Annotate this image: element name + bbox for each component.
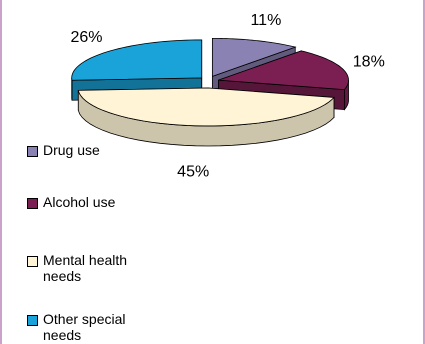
pie-slices [71, 37, 349, 147]
legend-item-drug-use: Drug use [27, 142, 173, 158]
legend-swatch-other-special-needs [27, 315, 38, 326]
pie-slice-mental-health-needs [77, 87, 335, 147]
legend-swatch-mental-health-needs [27, 256, 38, 267]
data-label-drug-use: 11% [250, 12, 281, 29]
data-label-mental-health-needs: 45% [177, 164, 209, 181]
pie-data-labels: 11% 18% 45% 26% [70, 12, 384, 181]
data-label-other-special-needs: 26% [70, 29, 102, 46]
legend-item-alcohol-use: Alcohol use [27, 194, 173, 210]
legend-label-other-special-needs: Other special needs [43, 311, 126, 343]
legend-item-mental-health-needs: Mental health needs [27, 252, 153, 284]
legend-label-alcohol-use: Alcohol use [43, 194, 116, 210]
data-label-alcohol-use: 18% [353, 54, 385, 71]
legend-label-mental-health-needs: Mental health needs [43, 252, 128, 284]
legend-label-drug-use: Drug use [43, 142, 100, 158]
legend-swatch-drug-use [27, 146, 38, 157]
legend-swatch-alcohol-use [27, 198, 38, 209]
legend-item-other-special-needs: Other special needs [27, 311, 153, 343]
